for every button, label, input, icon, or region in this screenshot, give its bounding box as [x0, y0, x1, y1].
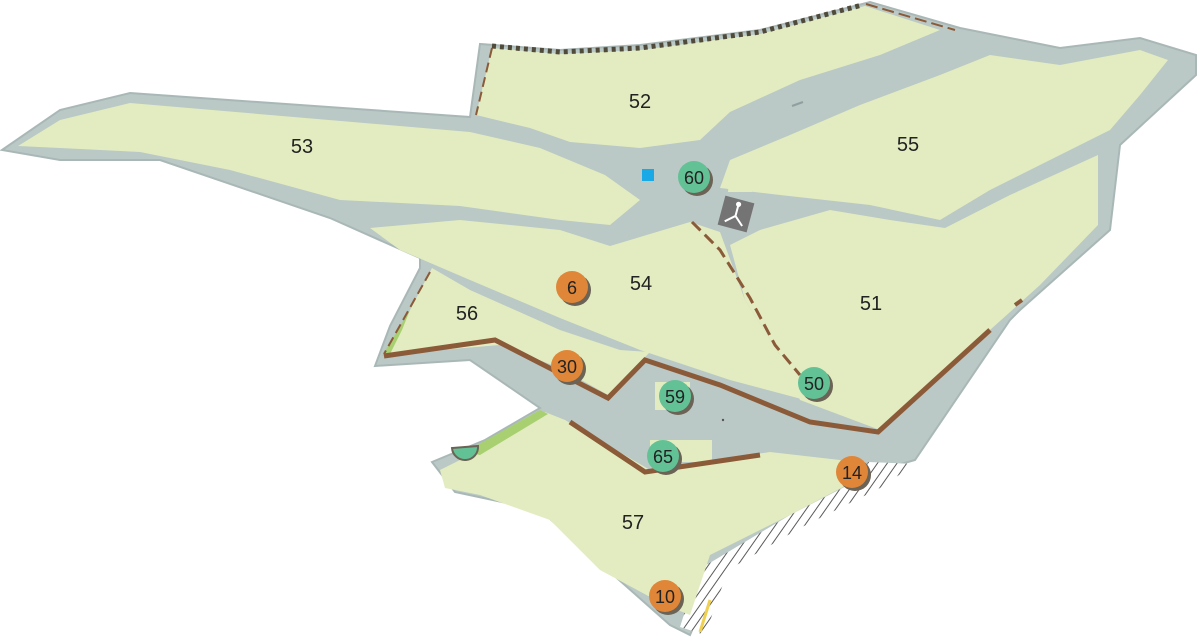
parcel-labels: 52 53 55 54 51 56 57 — [291, 91, 919, 534]
marker-65-circle — [647, 440, 679, 472]
road-details — [721, 101, 804, 422]
road-detail-dot — [721, 418, 725, 422]
footpath-dashed — [690, 220, 802, 376]
parcel-label-53[interactable]: 53 — [291, 136, 313, 158]
water-point-icon — [642, 169, 654, 181]
marker-65-label: 65 — [653, 447, 673, 467]
marker-10-label: 10 — [655, 587, 675, 607]
parcel-label-52[interactable]: 52 — [629, 91, 651, 113]
island-left — [728, 178, 758, 192]
parcel-label-51[interactable]: 51 — [860, 293, 882, 315]
boundary-north-dotted — [491, 2, 863, 55]
boundary-east-stub — [1013, 298, 1024, 307]
marker-59-circle — [659, 380, 691, 412]
markers: 60 6 30 59 50 65 14 — [551, 161, 871, 615]
marker-6[interactable]: 6 — [556, 271, 591, 306]
marker-30-circle — [551, 350, 583, 382]
marker-6-circle — [556, 271, 588, 303]
boundary-nw-dashed — [475, 47, 493, 116]
road-detail-line — [791, 101, 804, 107]
parcel-label-55[interactable]: 55 — [897, 134, 919, 156]
marker-30-label: 30 — [557, 357, 577, 377]
marker-10[interactable]: 10 — [649, 580, 684, 615]
boundary-ne-dashed — [865, 3, 956, 31]
parcel-shape-53 — [18, 103, 640, 225]
monument-icon[interactable] — [717, 195, 755, 233]
marker-50-label: 50 — [804, 374, 824, 394]
marker-60[interactable]: 60 — [678, 161, 713, 196]
marker-partial — [450, 444, 480, 461]
parcel-shape-54 — [370, 220, 805, 400]
boundaries — [383, 2, 1024, 475]
boundary-56-dashed — [383, 271, 431, 355]
embankment-edge-yellow — [698, 599, 712, 633]
marker-30[interactable]: 30 — [551, 350, 586, 385]
parcel-shape-52 — [476, 6, 940, 148]
embankment-hatching — [680, 462, 915, 635]
marker-14-label: 14 — [842, 463, 862, 483]
boundary-57-north — [568, 419, 761, 475]
parcel-label-54[interactable]: 54 — [630, 273, 652, 295]
hedge-strip-lower — [465, 410, 548, 455]
marker-50[interactable]: 50 — [798, 367, 833, 402]
marker-60-label: 60 — [684, 168, 704, 188]
parcel-shape-55 — [720, 50, 1168, 220]
marker-14[interactable]: 14 — [836, 456, 871, 491]
marker-60-circle — [678, 161, 710, 193]
parcel-shape-51 — [730, 155, 1098, 430]
marker-59[interactable]: 59 — [659, 380, 694, 415]
island-right — [770, 180, 802, 194]
marker-10-circle — [649, 580, 681, 612]
boundary-56-south — [383, 328, 992, 435]
parcel-label-56[interactable]: 56 — [456, 303, 478, 325]
marker-65[interactable]: 65 — [647, 440, 682, 475]
footpath — [690, 220, 802, 376]
parcel-label-57[interactable]: 57 — [622, 512, 644, 534]
parcel-shape-57 — [440, 412, 868, 615]
marker-50-circle — [798, 367, 830, 399]
marker-59-label: 59 — [665, 387, 685, 407]
marker-14-circle — [836, 456, 868, 488]
marker-6-label: 6 — [567, 278, 577, 298]
